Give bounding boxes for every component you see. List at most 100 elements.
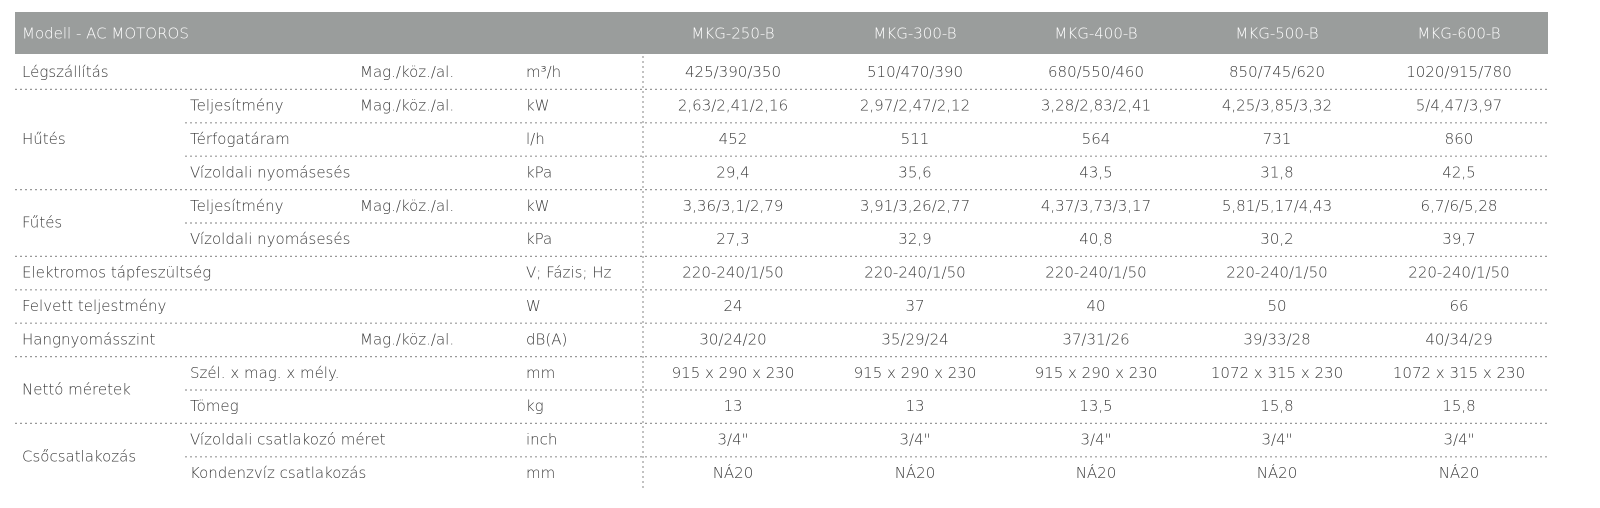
cell-value: 39/33/28 — [1243, 330, 1310, 348]
cell-value: 13,5 — [1079, 397, 1112, 415]
header-title: Modell - AC MOTOROS — [22, 25, 189, 43]
cell-value: 66 — [1449, 297, 1468, 315]
row-sub: Teljesítmény — [190, 197, 284, 215]
row-unit: kW — [526, 97, 550, 115]
cell-value: 39,7 — [1442, 230, 1475, 248]
cell-value: 452 — [719, 130, 748, 148]
cell-value: 40/34/29 — [1425, 330, 1492, 348]
cell-value: 1072 x 315 x 230 — [1211, 364, 1343, 382]
cell-value: 40 — [1086, 297, 1105, 315]
group-label: Felvett teljestmény — [22, 297, 167, 315]
cell-value: 50 — [1267, 297, 1286, 315]
cell-value: 2,97/2,47/2,12 — [860, 97, 970, 115]
row-qualifier: Mag./köz./al. — [360, 63, 454, 81]
row-unit: V; Fázis; Hz — [526, 264, 611, 282]
row-sub: Tömeg — [190, 397, 239, 415]
cell-value: 510/470/390 — [867, 63, 963, 81]
group-label: Elektromos tápfeszültség — [22, 264, 211, 282]
cell-value: 42,5 — [1442, 163, 1475, 181]
row-qualifier: Mag./köz./al. — [360, 330, 454, 348]
cell-value: 13 — [905, 397, 924, 415]
model-name: MKG-250-B — [691, 25, 774, 43]
row-qualifier: Mag./köz./al. — [360, 197, 454, 215]
cell-value: 30/24/20 — [699, 330, 766, 348]
group-label: Légszállítás — [22, 63, 109, 81]
row-sub: Vízoldali csatlakozó méret — [190, 431, 386, 449]
group-label: Fűtés — [22, 214, 62, 232]
cell-value: 37/31/26 — [1062, 330, 1129, 348]
cell-value: 220-240/1/50 — [1408, 264, 1509, 282]
cell-value: NÁ20 — [1439, 463, 1480, 482]
row-sub: Teljesítmény — [190, 97, 284, 115]
group-label: Nettó méretek — [22, 381, 131, 399]
cell-value: NÁ20 — [1076, 463, 1117, 482]
row-unit: mm — [526, 464, 555, 482]
cell-value: 511 — [901, 130, 930, 148]
cell-value: 3/4" — [1261, 431, 1292, 449]
row-unit: W — [526, 297, 541, 315]
header-bar — [15, 12, 1548, 54]
cell-value: 13 — [723, 397, 742, 415]
row-sub: Vízoldali nyomásesés — [190, 163, 350, 181]
row-unit: l/h — [526, 130, 545, 148]
cell-value: NÁ20 — [713, 463, 754, 482]
cell-value: 220-240/1/50 — [1226, 264, 1327, 282]
cell-value: 3/4" — [899, 431, 930, 449]
cell-value: 6,7/6/5,28 — [1421, 197, 1498, 215]
cell-value: NÁ20 — [895, 463, 936, 482]
cell-value: 4,25/3,85/3,32 — [1222, 97, 1332, 115]
row-sub: Vízoldali nyomásesés — [190, 230, 350, 248]
cell-value: 425/390/350 — [685, 63, 781, 81]
cell-value: 30,2 — [1260, 230, 1293, 248]
cell-value: 5,81/5,17/4,43 — [1222, 197, 1332, 215]
cell-value: 915 x 290 x 230 — [672, 364, 795, 382]
cell-value: 5/4,47/3,97 — [1416, 97, 1502, 115]
cell-value: 860 — [1445, 130, 1474, 148]
model-name: MKG-300-B — [873, 25, 956, 43]
row-unit: dB(A) — [526, 330, 567, 348]
cell-value: 15,8 — [1442, 397, 1475, 415]
row-unit: kg — [526, 397, 544, 415]
cell-value: 32,9 — [898, 230, 931, 248]
group-label: Hangnyomásszint — [22, 330, 156, 348]
cell-value: 3/4" — [717, 431, 748, 449]
cell-value: 27,3 — [716, 230, 749, 248]
cell-value: 24 — [723, 297, 742, 315]
row-unit: kPa — [526, 230, 552, 248]
cell-value: 29,4 — [716, 163, 749, 181]
cell-value: 15,8 — [1260, 397, 1293, 415]
cell-value: 3,28/2,83/2,41 — [1041, 97, 1151, 115]
cell-value: 31,8 — [1260, 163, 1293, 181]
cell-value: 1020/915/780 — [1406, 63, 1512, 81]
row-unit: m³/h — [526, 63, 561, 81]
row-sub: Szél. x mag. x mély. — [190, 364, 339, 382]
cell-value: 220-240/1/50 — [682, 264, 783, 282]
cell-value: 4,37/3,73/3,17 — [1041, 197, 1151, 215]
cell-value: 3/4" — [1443, 431, 1474, 449]
model-name: MKG-400-B — [1054, 25, 1137, 43]
row-unit: inch — [526, 431, 557, 449]
group-label: Hűtés — [22, 130, 66, 148]
cell-value: 220-240/1/50 — [1045, 264, 1146, 282]
cell-value: 3/4" — [1080, 431, 1111, 449]
cell-value: 915 x 290 x 230 — [1035, 364, 1158, 382]
cell-value: 40,8 — [1079, 230, 1112, 248]
cell-value: 915 x 290 x 230 — [854, 364, 977, 382]
row-qualifier: Mag./köz./al. — [360, 97, 454, 115]
model-name: MKG-600-B — [1417, 25, 1500, 43]
cell-value: 2,63/2,41/2,16 — [678, 97, 788, 115]
cell-value: 43,5 — [1079, 163, 1112, 181]
model-name: MKG-500-B — [1235, 25, 1318, 43]
row-unit: kW — [526, 197, 550, 215]
cell-value: 35/29/24 — [881, 330, 948, 348]
cell-value: 564 — [1082, 130, 1111, 148]
cell-value: 220-240/1/50 — [864, 264, 965, 282]
row-unit: mm — [526, 364, 555, 382]
row-sub: Térfogatáram — [190, 130, 290, 148]
cell-value: 680/550/460 — [1048, 63, 1144, 81]
cell-value: 850/745/620 — [1229, 63, 1325, 81]
row-unit: kPa — [526, 163, 552, 181]
cell-value: 35,6 — [898, 163, 931, 181]
cell-value: 3,36/3,1/2,79 — [683, 197, 784, 215]
